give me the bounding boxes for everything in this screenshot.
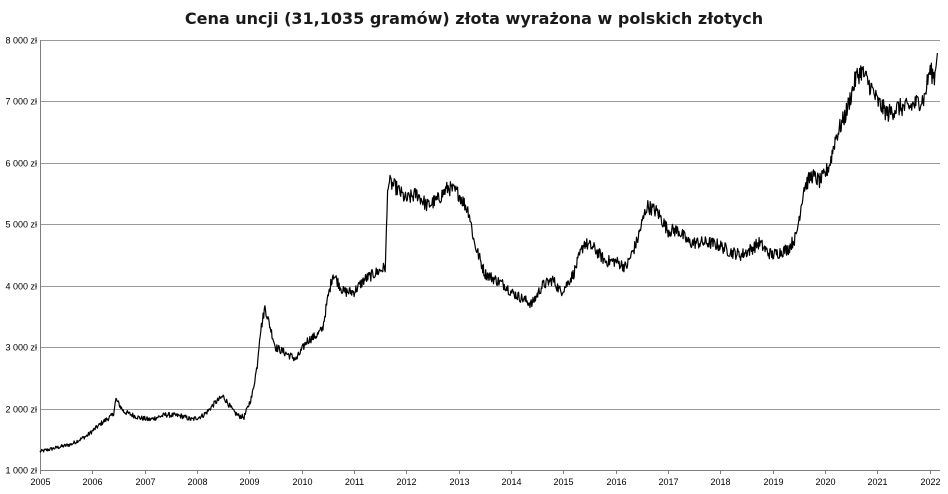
x-tick-label: 2020 bbox=[815, 477, 835, 487]
chart-title: Cena uncji (31,1035 gramów) złota wyrażo… bbox=[185, 9, 763, 28]
x-tick-label: 2016 bbox=[606, 477, 626, 487]
axes bbox=[40, 40, 940, 471]
y-tick-label: 5 000 zł bbox=[5, 220, 37, 230]
y-tick-label: 1 000 zł bbox=[5, 466, 37, 476]
x-tick-label: 2015 bbox=[553, 477, 573, 487]
x-tick-label: 2022 bbox=[920, 477, 940, 487]
y-tick-label: 3 000 zł bbox=[5, 343, 37, 353]
series-layer bbox=[39, 53, 938, 453]
x-tick-label: 2011 bbox=[345, 477, 364, 487]
y-tick-label: 2 000 zł bbox=[5, 405, 37, 415]
y-tick-label: 4 000 zł bbox=[5, 282, 37, 292]
x-tick-label: 2010 bbox=[292, 477, 312, 487]
y-tick-label: 7 000 zł bbox=[5, 97, 37, 107]
x-tick-label: 2019 bbox=[763, 477, 783, 487]
y-axis-ticks: 1 000 zł 2 000 zł 3 000 zł 4 000 zł 5 000 zł… bbox=[5, 36, 37, 476]
x-tick-label: 2005 bbox=[30, 477, 50, 487]
gold-price-line bbox=[39, 53, 938, 453]
y-tick-label: 6 000 zł bbox=[5, 159, 37, 169]
x-axis-ticks: 2005 2006 2007 2008 2009 2010 2011 2012 2013 2014… bbox=[30, 470, 941, 487]
gridlines bbox=[40, 40, 940, 410]
x-tick-label: 2021 bbox=[867, 477, 887, 487]
y-tick-label: 8 000 zł bbox=[5, 36, 37, 46]
x-tick-label: 2012 bbox=[396, 477, 416, 487]
x-tick-label: 2017 bbox=[658, 477, 678, 487]
x-tick-label: 2007 bbox=[135, 477, 155, 487]
x-tick-label: 2006 bbox=[82, 477, 102, 487]
x-tick-label: 2009 bbox=[239, 477, 259, 487]
x-tick-label: 2008 bbox=[187, 477, 207, 487]
x-tick-label: 2013 bbox=[449, 477, 469, 487]
x-tick-label: 2014 bbox=[501, 477, 521, 487]
x-tick-label: 2018 bbox=[710, 477, 730, 487]
